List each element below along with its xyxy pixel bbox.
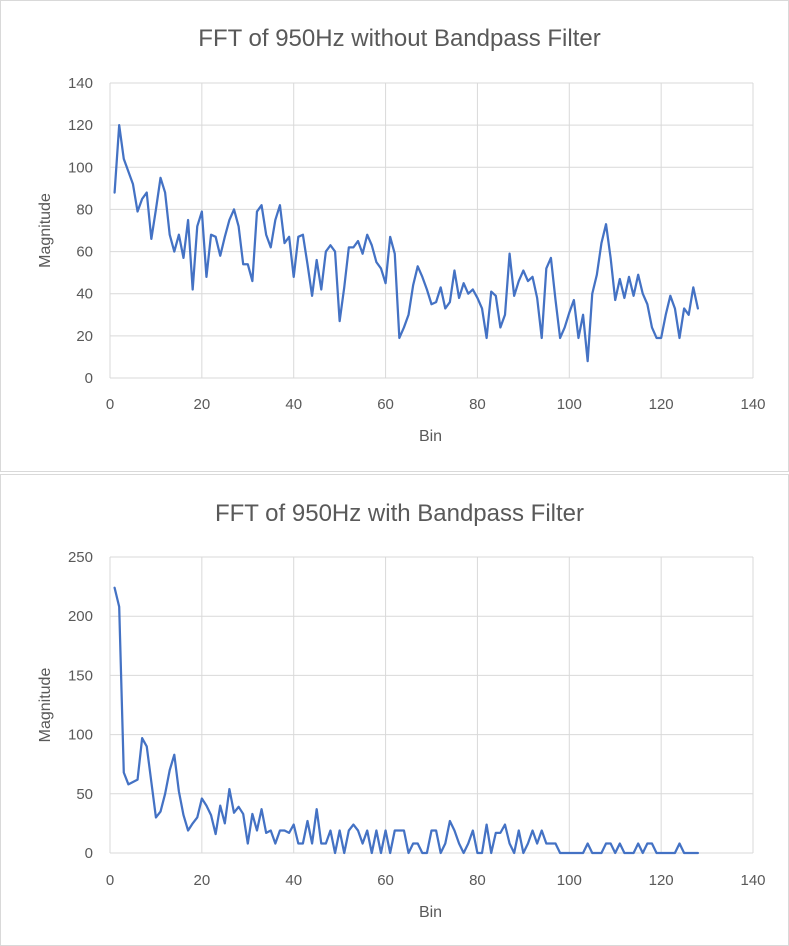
y-tick-label: 80 xyxy=(76,201,93,218)
y-tick-label: 20 xyxy=(76,328,93,345)
x-tick-label: 60 xyxy=(377,872,394,889)
x-axis-label: Bin xyxy=(419,904,442,921)
x-tick-label: 0 xyxy=(106,872,114,889)
x-tick-label: 100 xyxy=(557,872,582,889)
gridlines xyxy=(109,82,754,379)
y-tick-label: 140 xyxy=(68,75,93,92)
y-tick-label: 200 xyxy=(68,608,93,625)
chart-panel-without-filter: FFT of 950Hz without Bandpass Filter 0 20 4… xyxy=(0,0,789,472)
x-tick-label: 140 xyxy=(740,396,765,413)
x-tick-label: 0 xyxy=(106,396,114,413)
x-tick-label: 40 xyxy=(285,396,302,413)
y-tick-label: 60 xyxy=(76,244,93,261)
fft-chart-with-filter: FFT of 950Hz with Bandpass Filter 0 50 100 1… xyxy=(37,500,766,921)
x-tick-label: 120 xyxy=(649,396,674,413)
y-axis-label: Magnitude xyxy=(37,193,54,268)
series-line xyxy=(113,586,700,855)
x-tick-label: 120 xyxy=(649,872,674,889)
y-tick-label: 40 xyxy=(76,286,93,303)
y-tick-label: 100 xyxy=(68,727,93,744)
x-tick-label: 60 xyxy=(377,396,394,413)
x-tick-label: 20 xyxy=(194,872,211,889)
y-tick-label: 120 xyxy=(68,117,93,134)
fft-chart-without-filter: FFT of 950Hz without Bandpass Filter 0 20 4… xyxy=(37,25,766,445)
chart-title: FFT of 950Hz without Bandpass Filter xyxy=(198,25,600,52)
chart-panel-with-filter: FFT of 950Hz with Bandpass Filter 0 50 100 1… xyxy=(0,474,789,946)
y-tick-label: 150 xyxy=(68,667,93,684)
y-tick-label: 100 xyxy=(68,159,93,176)
y-tick-label: 0 xyxy=(85,845,93,862)
series-line xyxy=(113,124,700,363)
chart-title: FFT of 950Hz with Bandpass Filter xyxy=(215,500,584,527)
x-tick-label: 40 xyxy=(285,872,302,889)
x-tick-label: 20 xyxy=(194,396,211,413)
x-tick-label: 100 xyxy=(557,396,582,413)
y-tick-label: 250 xyxy=(68,549,93,566)
x-axis-label: Bin xyxy=(419,428,442,445)
x-tick-label: 140 xyxy=(740,872,765,889)
gridlines xyxy=(109,556,754,854)
y-tick-label: 50 xyxy=(76,786,93,803)
x-tick-label: 80 xyxy=(469,396,486,413)
x-tick-label: 80 xyxy=(469,872,486,889)
y-tick-label: 0 xyxy=(85,370,93,387)
y-axis-label: Magnitude xyxy=(37,668,54,743)
